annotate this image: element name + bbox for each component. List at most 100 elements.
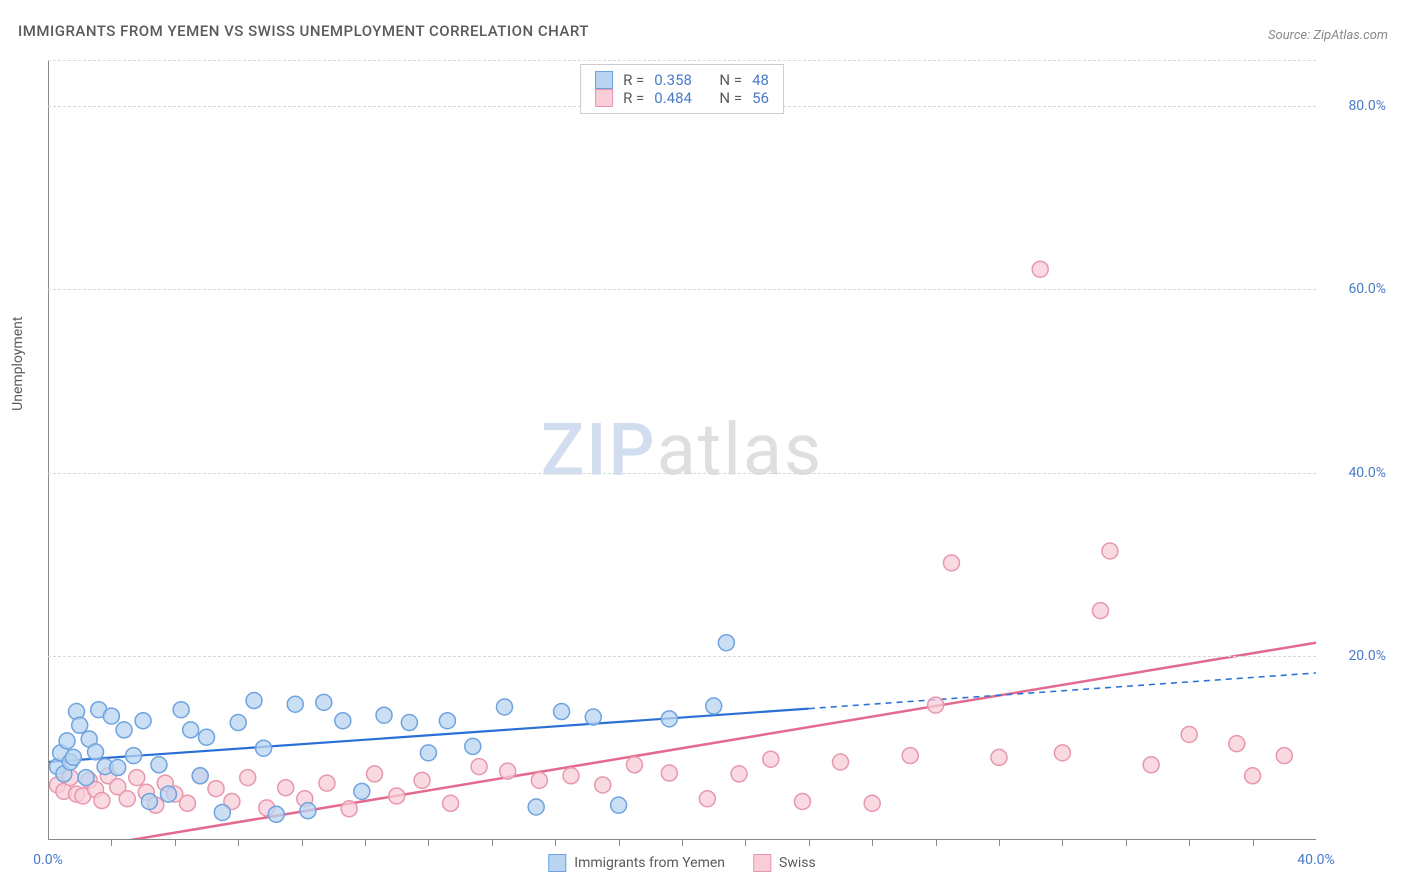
legend-top: R = 0.358 N = 48 R = 0.484 N = 56 — [580, 64, 784, 114]
x-tick — [492, 840, 493, 846]
n-value-swiss: 56 — [752, 89, 769, 107]
scatter-point — [1245, 768, 1261, 784]
x-tick — [555, 840, 556, 846]
legend-bottom-swiss: Swiss — [753, 854, 816, 872]
scatter-point — [183, 722, 199, 738]
scatter-point — [300, 803, 316, 819]
scatter-point — [268, 806, 284, 822]
legend-swatch-swiss — [753, 854, 771, 872]
scatter-point — [414, 772, 430, 788]
y-axis-label: Unemployment — [10, 317, 26, 411]
scatter-point — [626, 757, 642, 773]
x-tick — [936, 840, 937, 846]
scatter-point — [1143, 757, 1159, 773]
x-tick — [1126, 840, 1127, 846]
scatter-plot-svg — [48, 60, 1316, 840]
grid-line — [48, 473, 1316, 474]
y-tick-label: 20.0% — [1348, 648, 1386, 664]
scatter-point — [401, 715, 417, 731]
x-tick — [682, 840, 683, 846]
x-tick-label: 40.0% — [1297, 852, 1335, 868]
legend-swatch-yemen — [595, 71, 613, 89]
scatter-point — [256, 740, 272, 756]
scatter-point — [1092, 603, 1108, 619]
scatter-point — [160, 786, 176, 802]
x-tick — [175, 840, 176, 846]
scatter-point — [928, 697, 944, 713]
source-attribution: Source: ZipAtlas.com — [1268, 28, 1388, 43]
legend-label-yemen: Immigrants from Yemen — [574, 855, 725, 871]
scatter-point — [319, 775, 335, 791]
x-tick — [745, 840, 746, 846]
legend-swatch-yemen — [548, 854, 566, 872]
scatter-point — [420, 745, 436, 761]
scatter-point — [661, 711, 677, 727]
x-tick — [302, 840, 303, 846]
scatter-point — [465, 738, 481, 754]
scatter-point — [78, 770, 94, 786]
scatter-point — [531, 772, 547, 788]
legend-bottom: Immigrants from Yemen Swiss — [548, 854, 815, 872]
scatter-point — [706, 698, 722, 714]
scatter-point — [794, 793, 810, 809]
scatter-point — [864, 795, 880, 811]
scatter-point — [1054, 745, 1070, 761]
scatter-point — [88, 744, 104, 760]
scatter-point — [833, 754, 849, 770]
scatter-point — [72, 717, 88, 733]
scatter-point — [471, 759, 487, 775]
scatter-point — [389, 788, 405, 804]
scatter-point — [611, 797, 627, 813]
scatter-point — [116, 722, 132, 738]
y-tick-label: 40.0% — [1348, 465, 1386, 481]
r-value-swiss: 0.484 — [654, 89, 692, 107]
scatter-point — [554, 704, 570, 720]
x-tick — [1189, 840, 1190, 846]
scatter-point — [595, 777, 611, 793]
scatter-point — [199, 729, 215, 745]
legend-swatch-swiss — [595, 89, 613, 107]
scatter-point — [718, 635, 734, 651]
n-label: N = — [719, 71, 742, 89]
scatter-point — [240, 770, 256, 786]
x-tick — [1253, 840, 1254, 846]
scatter-point — [173, 702, 189, 718]
scatter-point — [991, 749, 1007, 765]
n-label: N = — [719, 89, 742, 107]
scatter-point — [443, 795, 459, 811]
grid-line — [48, 60, 1316, 61]
scatter-point — [119, 791, 135, 807]
scatter-point — [943, 555, 959, 571]
legend-label-swiss: Swiss — [779, 855, 816, 871]
scatter-point — [287, 696, 303, 712]
scatter-point — [367, 766, 383, 782]
scatter-point — [230, 715, 246, 731]
scatter-point — [135, 713, 151, 729]
y-tick-label: 80.0% — [1348, 98, 1386, 114]
x-tick-label: 0.0% — [33, 852, 63, 868]
scatter-point — [902, 748, 918, 764]
scatter-point — [496, 699, 512, 715]
chart-plot-area: ZIPatlas Unemployment R = 0.358 N = 48 R… — [48, 60, 1316, 840]
scatter-point — [94, 793, 110, 809]
trend-line-dashed — [809, 673, 1316, 709]
scatter-point — [1032, 261, 1048, 277]
scatter-point — [192, 768, 208, 784]
scatter-point — [65, 749, 81, 765]
x-tick — [999, 840, 1000, 846]
scatter-point — [208, 781, 224, 797]
grid-line — [48, 656, 1316, 657]
scatter-point — [563, 768, 579, 784]
scatter-point — [731, 766, 747, 782]
scatter-point — [376, 707, 392, 723]
x-tick — [238, 840, 239, 846]
scatter-point — [699, 791, 715, 807]
r-label: R = — [623, 71, 644, 89]
scatter-point — [1276, 748, 1292, 764]
y-tick-label: 60.0% — [1348, 281, 1386, 297]
scatter-point — [661, 765, 677, 781]
x-tick — [619, 840, 620, 846]
legend-bottom-yemen: Immigrants from Yemen — [548, 854, 725, 872]
x-tick — [809, 840, 810, 846]
scatter-point — [278, 780, 294, 796]
